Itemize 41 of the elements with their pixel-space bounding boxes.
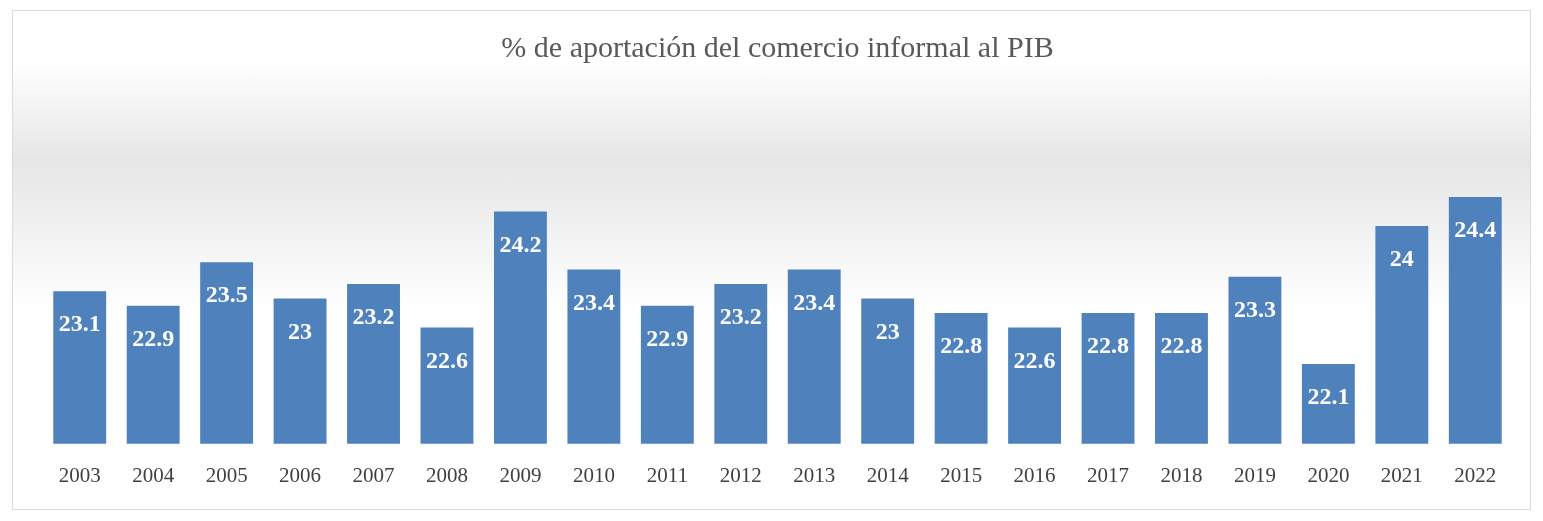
- x-tick-label: 2016: [1013, 462, 1056, 487]
- data-label: 23.4: [572, 288, 615, 315]
- data-label: 24.2: [499, 230, 542, 257]
- data-label: 22.8: [1160, 332, 1203, 359]
- data-label: 22.6: [1013, 346, 1056, 373]
- x-tick-label: 2009: [499, 462, 542, 487]
- x-tick-label: 2005: [205, 462, 248, 487]
- data-label: 22.6: [425, 346, 468, 373]
- data-label: 24: [1389, 245, 1414, 272]
- data-label: 23.5: [205, 281, 248, 308]
- data-label: 22.1: [1307, 383, 1350, 410]
- x-tick-label: 2013: [793, 462, 836, 487]
- x-tick-label: 2006: [279, 462, 322, 487]
- data-label: 23.1: [58, 310, 101, 337]
- x-tick-label: 2017: [1087, 462, 1130, 487]
- x-tick-label: 2020: [1307, 462, 1350, 487]
- x-tick-label: 2014: [866, 462, 910, 487]
- data-label: 23: [288, 317, 313, 344]
- x-tick-label: 2004: [132, 462, 175, 487]
- x-tick-label: 2019: [1233, 462, 1276, 487]
- data-label: 23.2: [352, 303, 395, 330]
- x-tick-label: 2018: [1160, 462, 1203, 487]
- x-tick-label: 2015: [940, 462, 983, 487]
- data-label: 22.9: [646, 325, 689, 352]
- data-label: 22.8: [1087, 332, 1130, 359]
- data-label: 24.4: [1454, 216, 1497, 243]
- x-tick-label: 2012: [719, 462, 762, 487]
- data-label: 23: [875, 317, 900, 344]
- x-tick-label: 2021: [1380, 462, 1423, 487]
- x-tick-label: 2007: [352, 462, 395, 487]
- chart-title: % de aportación del comercio informal al PIB: [501, 29, 1054, 63]
- data-label: 22.9: [132, 325, 175, 352]
- x-tick-label: 2008: [425, 462, 468, 487]
- x-tick-label: 2011: [646, 462, 688, 487]
- x-tick-label: 2010: [572, 462, 615, 487]
- x-tick-label: 2003: [58, 462, 101, 487]
- x-tick-label: 2022: [1454, 462, 1497, 487]
- data-label: 23.4: [793, 288, 836, 315]
- data-label: 23.3: [1233, 295, 1276, 322]
- data-label: 22.8: [940, 332, 983, 359]
- data-label: 23.2: [719, 303, 762, 330]
